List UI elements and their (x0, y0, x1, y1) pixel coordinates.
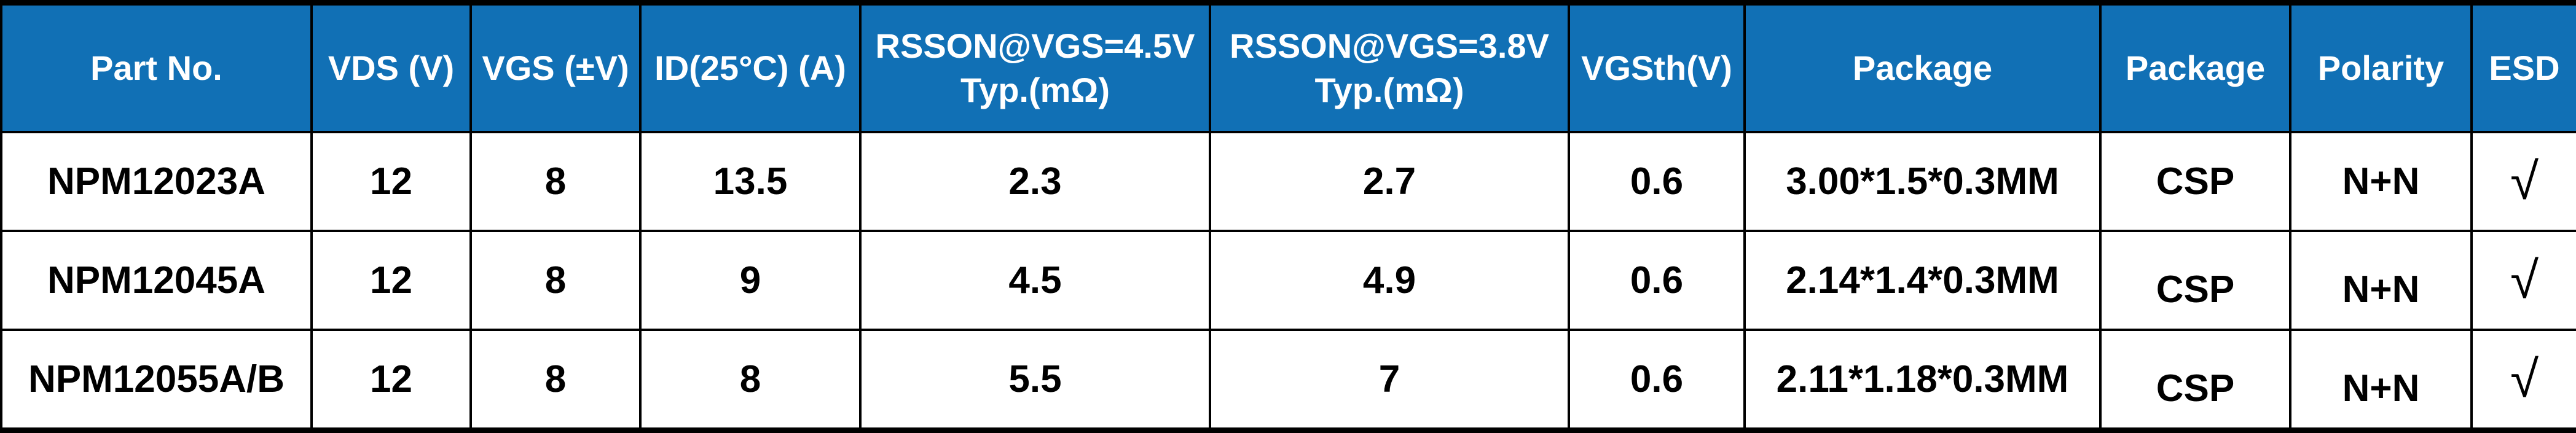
cell-esd-checkmark: √ (2470, 329, 2576, 432)
cell-package-type: CSP (2099, 329, 2291, 432)
col-header-label: RSSON@VGS=3.8V (1230, 26, 1549, 66)
col-header-esd: ESD (2470, 2, 2576, 133)
col-header-vgsth: VGSth(V) (1568, 2, 1746, 133)
cell-id-25c: 8 (639, 329, 862, 432)
cell-vds: 12 (310, 131, 472, 232)
table-row: NPM12045A 12 8 9 4.5 4.9 0.6 2.14*1.4*0.… (0, 230, 2576, 331)
cell-vds: 12 (310, 230, 472, 331)
cell-esd-checkmark: √ (2470, 230, 2576, 331)
table-row: NPM12023A 12 8 13.5 2.3 2.7 0.6 3.00*1.5… (0, 131, 2576, 232)
col-header-polarity: Polarity (2289, 2, 2473, 133)
cell-part-no: NPM12045A (0, 230, 313, 331)
col-header-sublabel: Typ.(mΩ) (1314, 71, 1464, 109)
col-header-sublabel: Typ.(mΩ) (960, 71, 1110, 109)
cell-rsson-4v5: 5.5 (859, 329, 1211, 432)
cell-part-no: NPM12055A/B (0, 329, 313, 432)
col-header-rsson-4v5: RSSON@VGS=4.5V Typ.(mΩ) (859, 2, 1211, 133)
cell-vgsth: 0.6 (1568, 131, 1746, 232)
table-row: NPM12055A/B 12 8 8 5.5 7 0.6 2.11*1.18*0… (0, 329, 2576, 432)
header-row: Part No. VDS (V) VGS (±V) ID(25°C) (A) R… (0, 2, 2576, 133)
col-header-label: Polarity (2317, 49, 2444, 88)
cell-vds: 12 (310, 329, 472, 432)
col-header-label: Package (1852, 49, 1993, 88)
cell-vgs: 8 (469, 329, 642, 432)
col-header-label: Part No. (90, 49, 222, 88)
col-header-label: RSSON@VGS=4.5V (875, 26, 1195, 66)
col-header-id-25c: ID(25°C) (A) (639, 2, 862, 133)
col-header-rsson-3v8: RSSON@VGS=3.8V Typ.(mΩ) (1209, 2, 1570, 133)
col-header-label: ESD (2489, 49, 2560, 88)
col-header-vds: VDS (V) (310, 2, 472, 133)
cell-package-size: 2.11*1.18*0.3MM (1743, 329, 2102, 432)
col-header-vgs: VGS (±V) (469, 2, 642, 133)
col-header-label: Package (2125, 49, 2266, 88)
col-header-package-size: Package (1743, 2, 2102, 133)
col-header-package-type: Package (2099, 2, 2291, 133)
cell-polarity: N+N (2289, 329, 2473, 432)
cell-package-size: 2.14*1.4*0.3MM (1743, 230, 2102, 331)
col-header-label: ID(25°C) (A) (654, 49, 846, 88)
cell-part-no: NPM12023A (0, 131, 313, 232)
col-header-part-no: Part No. (0, 2, 313, 133)
cell-rsson-3v8: 7 (1209, 329, 1570, 432)
col-header-label: VDS (V) (328, 49, 455, 88)
cell-polarity: N+N (2289, 131, 2473, 232)
cell-rsson-4v5: 4.5 (859, 230, 1211, 331)
cell-package-size: 3.00*1.5*0.3MM (1743, 131, 2102, 232)
cell-package-type: CSP (2099, 131, 2291, 232)
cell-vgs: 8 (469, 230, 642, 331)
cell-id-25c: 9 (639, 230, 862, 331)
cell-rsson-3v8: 2.7 (1209, 131, 1570, 232)
cell-rsson-4v5: 2.3 (859, 131, 1211, 232)
cell-vgsth: 0.6 (1568, 230, 1746, 331)
cell-rsson-3v8: 4.9 (1209, 230, 1570, 331)
cell-package-type: CSP (2099, 230, 2291, 331)
col-header-label: VGSth(V) (1581, 49, 1732, 88)
cell-esd-checkmark: √ (2470, 131, 2576, 232)
col-header-label: VGS (±V) (482, 49, 629, 88)
cell-polarity: N+N (2289, 230, 2473, 331)
cell-vgsth: 0.6 (1568, 329, 1746, 432)
cell-vgs: 8 (469, 131, 642, 232)
cell-id-25c: 13.5 (639, 131, 862, 232)
